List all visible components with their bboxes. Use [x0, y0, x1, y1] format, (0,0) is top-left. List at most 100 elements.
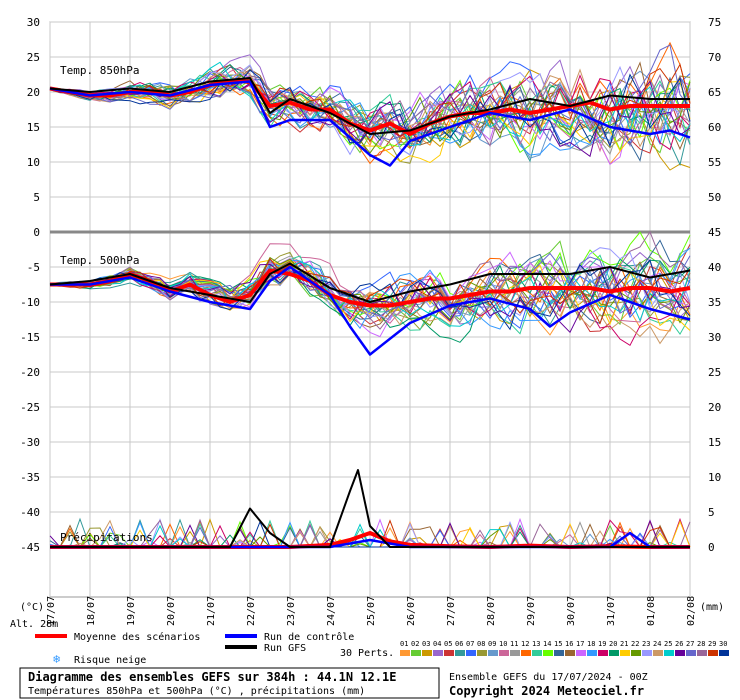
series-line: [49, 77, 690, 135]
pert-swatch: [576, 650, 586, 656]
left-tick-label: -30: [20, 436, 40, 449]
pert-number: 18: [587, 640, 595, 648]
pert-swatch: [488, 650, 498, 656]
pert-number: 16: [565, 640, 573, 648]
pert-swatch: [697, 650, 707, 656]
pert-swatch: [433, 650, 443, 656]
axes: 302520151050-5-10-15-20-25-30-35-40-4575…: [20, 16, 721, 626]
pert-number: 01: [400, 640, 408, 648]
pert-number: 23: [642, 640, 650, 648]
pert-number: 15: [554, 640, 562, 648]
pert-number: 28: [697, 640, 705, 648]
right-tick-label: 70: [708, 51, 721, 64]
right-tick-label: 35: [708, 296, 721, 309]
chart-title: Diagramme des ensembles GEFS sur 384h : …: [28, 670, 396, 684]
right-tick-label: 25: [708, 366, 721, 379]
pert-swatch: [675, 650, 685, 656]
right-tick-label: 60: [708, 121, 721, 134]
left-tick-label: -20: [20, 366, 40, 379]
x-tick-label: 24/07: [326, 596, 337, 626]
perturbation-line: [49, 68, 691, 167]
x-tick-label: 29/07: [526, 596, 537, 626]
pert-swatch: [664, 650, 674, 656]
pert-number: 17: [576, 640, 584, 648]
left-tick-label: -45: [20, 541, 40, 554]
series-line: [50, 268, 691, 308]
right-tick-label: 65: [708, 86, 721, 99]
right-unit: (mm): [700, 602, 724, 613]
x-tick-label: 01/08: [646, 596, 657, 626]
right-tick-label: 10: [708, 471, 721, 484]
pert-number: 19: [598, 640, 606, 648]
pert-number: 14: [543, 640, 551, 648]
right-tick-label: 50: [708, 191, 721, 204]
right-tick-label: 0: [708, 541, 715, 554]
x-tick-label: 27/07: [446, 596, 457, 626]
perturbation-line: [49, 230, 691, 330]
x-tick-label: 30/07: [566, 596, 577, 626]
pert-swatch: [686, 650, 696, 656]
pert-swatch: [587, 650, 597, 656]
right-tick-label: 15: [708, 436, 721, 449]
pert-number: 07: [466, 640, 474, 648]
pert-swatch: [422, 650, 432, 656]
pert-number: 27: [686, 640, 694, 648]
series-line: [50, 469, 690, 548]
legend-snow-label: Risque neige: [74, 655, 146, 666]
pert-swatch: [642, 650, 652, 656]
pert-number: 22: [631, 640, 639, 648]
left-tick-label: 30: [27, 16, 40, 29]
series-line: [49, 262, 691, 303]
perturbation-line: [49, 63, 691, 143]
x-tick-label: 25/07: [366, 596, 377, 626]
main-series: [49, 77, 691, 549]
pert-number: 11: [510, 640, 518, 648]
legend-gfs-label: Run GFS: [264, 643, 306, 654]
pert-number: 24: [653, 640, 661, 648]
left-tick-label: 15: [27, 121, 40, 134]
pert-swatch: [719, 650, 729, 656]
x-tick-label: 28/07: [486, 596, 497, 626]
snowflake-icon: ❄: [53, 652, 60, 666]
x-tick-label: 26/07: [406, 596, 417, 626]
right-tick-label: 5: [708, 506, 715, 519]
pert-number: 25: [664, 640, 672, 648]
pert-number: 08: [477, 640, 485, 648]
pert-swatch: [631, 650, 641, 656]
x-tick-label: 21/07: [206, 596, 217, 626]
x-tick-label: 22/07: [246, 596, 257, 626]
x-tick-label: 31/07: [606, 596, 617, 626]
x-tick-label: 20/07: [166, 596, 177, 626]
copyright: Copyright 2024 Meteociel.fr: [449, 684, 644, 698]
right-tick-label: 40: [708, 261, 721, 274]
x-tick-label: 18/07: [86, 596, 97, 626]
pert-number: 30: [719, 640, 727, 648]
pert-swatch: [554, 650, 564, 656]
pert-swatch: [400, 650, 410, 656]
pert-swatch: [598, 650, 608, 656]
pert-swatch: [521, 650, 531, 656]
legend: Moyenne des scénarios Run de contrôle Ru…: [35, 631, 729, 666]
pert-number: 05: [444, 640, 452, 648]
pert-swatch: [510, 650, 520, 656]
right-tick-label: 55: [708, 156, 721, 169]
pert-swatch: [499, 650, 509, 656]
pert-number: 20: [609, 640, 617, 648]
pert-swatch: [543, 650, 553, 656]
right-tick-label: 45: [708, 226, 721, 239]
left-tick-label: 25: [27, 51, 40, 64]
x-tick-label: 19/07: [126, 596, 137, 626]
x-tick-label: 17/07: [46, 596, 57, 626]
pert-number: 03: [422, 640, 430, 648]
left-tick-label: -5: [27, 261, 40, 274]
pert-swatch: [565, 650, 575, 656]
pert-swatch: [609, 650, 619, 656]
pert-swatch: [653, 650, 663, 656]
left-tick-label: -35: [20, 471, 40, 484]
x-tick-label: 23/07: [286, 596, 297, 626]
series-line: [49, 80, 691, 167]
pert-number: 29: [708, 640, 716, 648]
right-tick-label: 75: [708, 16, 721, 29]
left-tick-label: 20: [27, 86, 40, 99]
pert-number: 21: [620, 640, 628, 648]
